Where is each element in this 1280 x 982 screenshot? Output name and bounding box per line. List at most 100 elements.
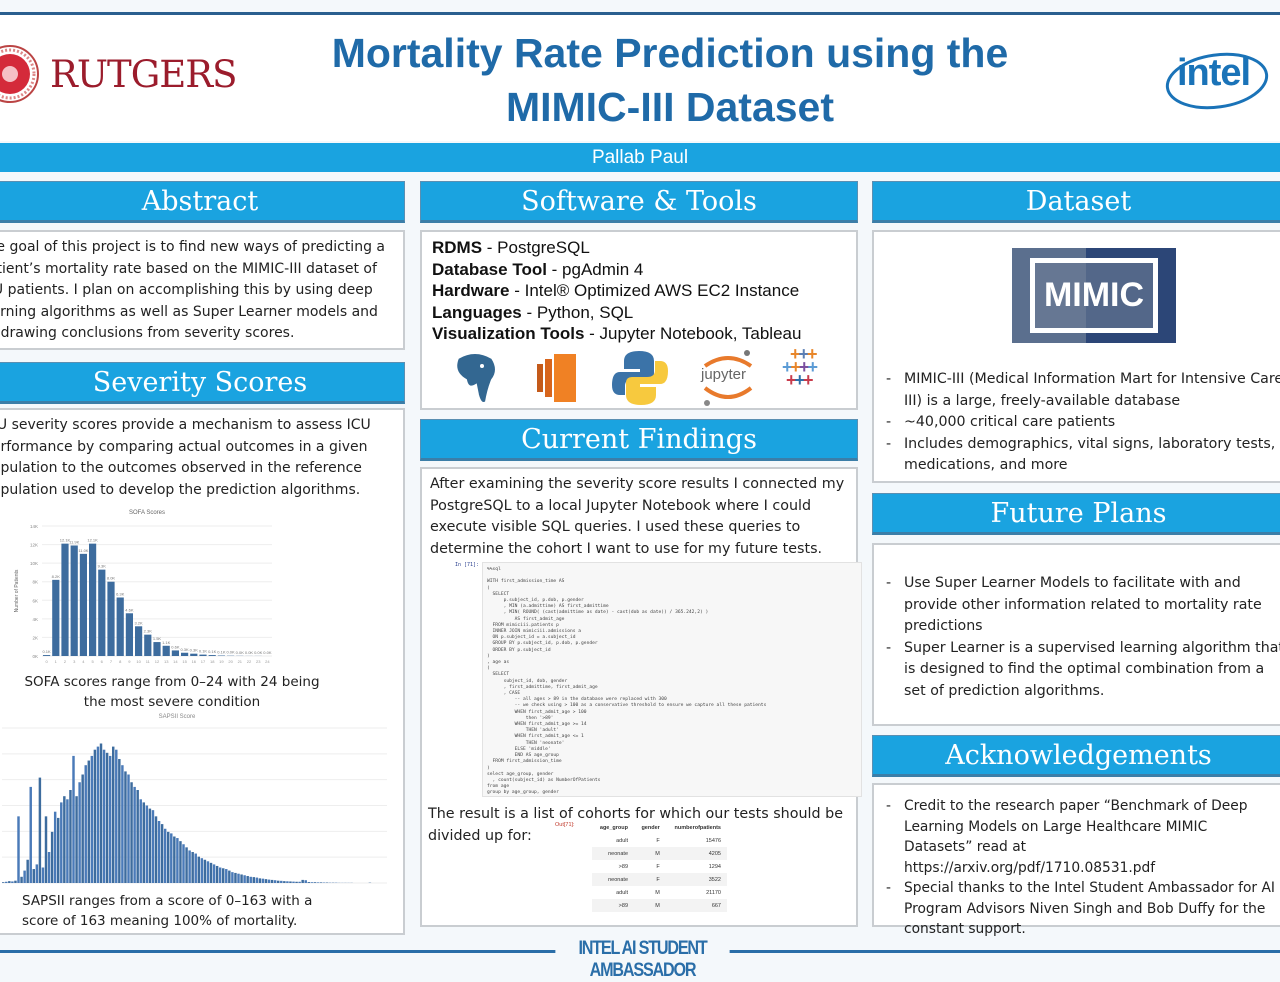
sapsii-bar — [136, 790, 138, 883]
sapsii-bar — [277, 881, 279, 883]
sapsii-bar — [88, 761, 90, 883]
sapsii-bar — [30, 787, 32, 883]
sapsii-bar — [5, 882, 7, 883]
table-cell: F — [634, 873, 666, 886]
bar-data-label: 3.2K — [134, 620, 143, 625]
x-tick-label: 1 — [55, 659, 58, 664]
x-tick-label: 22 — [247, 659, 252, 664]
x-tick-label: 10 — [136, 659, 141, 664]
table-cell: 4205 — [666, 847, 727, 860]
sapsii-bar — [222, 868, 224, 883]
sofa-bar — [117, 598, 124, 657]
sofa-bar — [98, 570, 105, 656]
sapsii-bar — [85, 765, 87, 883]
sofa-bar — [107, 582, 114, 656]
bar-data-label: 0.1K — [208, 649, 217, 654]
sofa-bar — [153, 642, 160, 656]
findings-text: After examining the severity score resul… — [430, 474, 855, 560]
table-cell: adult — [592, 886, 634, 899]
abstract-text: The goal of this project is to find new … — [0, 237, 399, 345]
sapsii-bar — [78, 782, 80, 883]
bar-data-label: 9.3K — [98, 564, 107, 569]
y-tick-label: 14K — [30, 524, 38, 529]
sapsii-bar — [146, 806, 148, 884]
rutgers-seal-icon — [0, 44, 40, 104]
sapsii-bar — [121, 765, 123, 883]
abstract-box: The goal of this project is to find new … — [0, 230, 405, 350]
sapsii-bar — [112, 747, 114, 883]
x-tick-label: 20 — [228, 659, 233, 664]
sapsii-bar — [14, 881, 16, 883]
bar-data-label: 8.0K — [107, 576, 116, 581]
x-tick-label: 24 — [265, 659, 270, 664]
sapsii-bar — [94, 750, 96, 883]
bullet-item: MIMIC-III (Medical Information Mart for … — [886, 369, 1280, 412]
bullet-item: Special thanks to the Intel Student Amba… — [886, 878, 1276, 940]
sapsii-bar — [207, 861, 209, 883]
bullet-item: ~40,000 critical care patients — [886, 412, 1280, 434]
future-box: Use Super Learner Models to facilitate w… — [872, 543, 1280, 726]
sapsii-bar — [36, 864, 38, 883]
tool-value: Intel® Optimized AWS EC2 Instance — [525, 281, 800, 300]
sapsii-bar — [103, 750, 105, 883]
sofa-bar — [43, 655, 50, 656]
sapsii-bar — [11, 881, 13, 883]
table-cell: 21170 — [666, 886, 727, 899]
bar-data-label: 0.0K — [236, 650, 245, 655]
tool-sep: - — [522, 303, 537, 322]
column-header: numberofpatients — [666, 821, 727, 834]
severity-text: ICU severity scores provide a mechanism … — [0, 415, 389, 501]
sapsii-bar — [39, 778, 41, 883]
bar-data-label: 0.6K — [171, 644, 180, 649]
sapsii-bar — [298, 882, 300, 883]
bar-data-label: 4.6K — [125, 607, 134, 612]
sapsii-bar — [253, 877, 255, 883]
sapsii-bar — [262, 879, 264, 883]
sapsii-bar — [75, 796, 77, 883]
sapsii-bar — [265, 879, 267, 883]
bar-data-label: 0.0K — [254, 650, 263, 655]
table-cell: M — [634, 886, 666, 899]
sapsii-bar — [213, 864, 215, 883]
table-cell: neonate — [592, 873, 634, 886]
bullet-item: Super Learner is a supervised learning a… — [886, 638, 1280, 703]
bar-data-label: 0.0K — [226, 650, 235, 655]
sofa-bar — [209, 655, 216, 656]
tool-sep: - — [482, 238, 497, 257]
x-tick-label: 16 — [192, 659, 197, 664]
sapsii-bar — [106, 753, 108, 883]
sapsii-chart: SAPSII Score — [0, 708, 392, 888]
table-cell: M — [634, 847, 666, 860]
sapsii-bar — [63, 796, 65, 883]
sapsii-bar — [143, 802, 145, 883]
x-tick-label: 3 — [73, 659, 76, 664]
x-tick-label: 7 — [110, 659, 113, 664]
sapsii-bar — [127, 775, 129, 884]
bar-data-label: 0.0K — [245, 650, 254, 655]
tool-key: RDMS — [432, 238, 482, 257]
tool-item: Visualization Tools - Jupyter Notebook, … — [432, 323, 801, 345]
sapsii-bar — [118, 759, 120, 883]
future-bullets: Use Super Learner Models to facilitate w… — [886, 573, 1280, 702]
sapsii-bar — [210, 863, 212, 883]
sapsii-bar — [158, 821, 160, 883]
sapsii-bar — [33, 869, 35, 883]
tool-key: Visualization Tools — [432, 324, 584, 343]
sofa-bar — [190, 654, 197, 656]
sofa-bar — [163, 646, 170, 656]
bar-data-label: 2.3K — [144, 629, 153, 634]
x-tick-label: 14 — [173, 659, 178, 664]
bar-data-label: 11.0K — [78, 548, 88, 553]
future-heading: Future Plans — [872, 493, 1280, 535]
x-tick-label: 8 — [119, 659, 122, 664]
x-tick-label: 13 — [164, 659, 169, 664]
sapsii-bar — [109, 756, 111, 883]
sapsii-bar — [81, 775, 83, 884]
sofa-bar — [89, 544, 96, 656]
